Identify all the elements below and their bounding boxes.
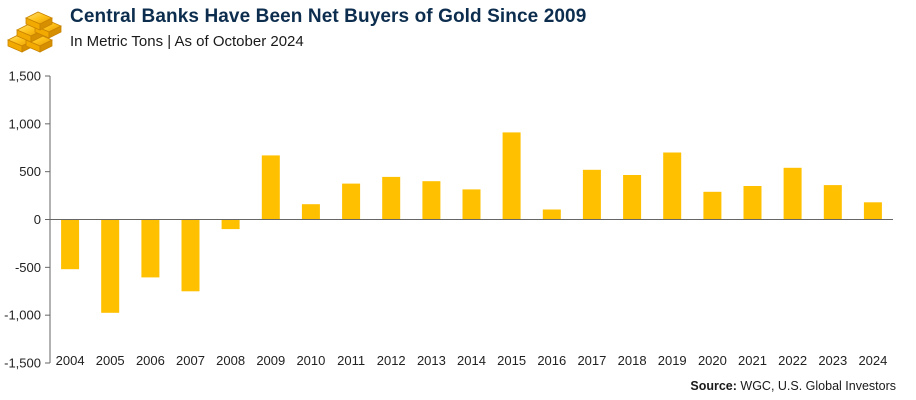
bar-2018 (623, 175, 642, 220)
x-tick-label: 2018 (618, 353, 647, 368)
x-tick-label: 2008 (216, 353, 245, 368)
bar-2011 (342, 183, 361, 220)
x-tick-label: 2020 (698, 353, 727, 368)
x-tick-label: 2011 (337, 353, 365, 368)
x-tick-label: 2015 (497, 353, 526, 368)
bar-2016 (542, 209, 561, 220)
y-tick-label: -1,500 (4, 356, 41, 371)
x-tick-label: 2005 (96, 353, 125, 368)
bar-2013 (422, 181, 441, 220)
x-tick-label: 2019 (658, 353, 687, 368)
bar-2019 (663, 152, 682, 220)
x-tick-label: 2012 (377, 353, 406, 368)
source-text: WGC, U.S. Global Investors (740, 379, 896, 393)
x-tick-label: 2006 (136, 353, 165, 368)
source-label: Source: (690, 379, 737, 393)
y-tick-label: 0 (34, 212, 41, 227)
chart-title: Central Banks Have Been Net Buyers of Go… (70, 6, 587, 27)
source-note: Source: WGC, U.S. Global Investors (690, 379, 896, 393)
x-tick-label: 2007 (176, 353, 205, 368)
y-axis: 1,500 1,000 500 0 -500 -1,000 -1,500 (4, 69, 51, 371)
bar-2024 (863, 202, 882, 220)
x-tick-label: 2013 (417, 353, 446, 368)
x-tick-label: 2023 (818, 353, 847, 368)
bar-2007 (181, 219, 200, 292)
x-tick-label: 2009 (256, 353, 285, 368)
bar-2010 (301, 204, 320, 220)
chart-header: Central Banks Have Been Net Buyers of Go… (0, 0, 916, 60)
y-tick-label: 1,000 (8, 116, 41, 131)
bar-2005 (101, 219, 120, 313)
x-tick-label: 2021 (738, 353, 767, 368)
gold-bars-icon (7, 11, 62, 53)
x-tick-label: 2016 (537, 353, 566, 368)
y-tick-label: 1,500 (8, 69, 41, 84)
bar-2020 (703, 191, 722, 220)
bar-2021 (743, 186, 762, 220)
bar-2004 (61, 219, 80, 270)
y-tick-label: -1,000 (4, 308, 41, 323)
x-tick-label: 2010 (296, 353, 325, 368)
bar-2017 (582, 169, 601, 220)
y-tick-label: -500 (15, 260, 41, 275)
bar-2008 (221, 219, 240, 230)
bar-2014 (462, 189, 481, 220)
x-tick-label: 2024 (858, 353, 887, 368)
x-tick-label: 2014 (457, 353, 486, 368)
bar-2015 (502, 132, 521, 220)
bar-2009 (261, 155, 280, 220)
bar-series (61, 132, 882, 313)
bar-2022 (783, 167, 802, 220)
bar-2023 (823, 185, 842, 220)
x-tick-label: 2017 (577, 353, 606, 368)
bar-2012 (382, 176, 401, 220)
x-axis: 2004 2005 2006 2007 2008 2009 2010 2011 2012 2013… (50, 219, 893, 368)
y-tick-label: 500 (19, 164, 41, 179)
bar-2006 (141, 219, 160, 278)
x-tick-label: 2022 (778, 353, 807, 368)
chart-subtitle: In Metric Tons | As of October 2024 (70, 33, 304, 50)
x-tick-label: 2004 (56, 353, 85, 368)
